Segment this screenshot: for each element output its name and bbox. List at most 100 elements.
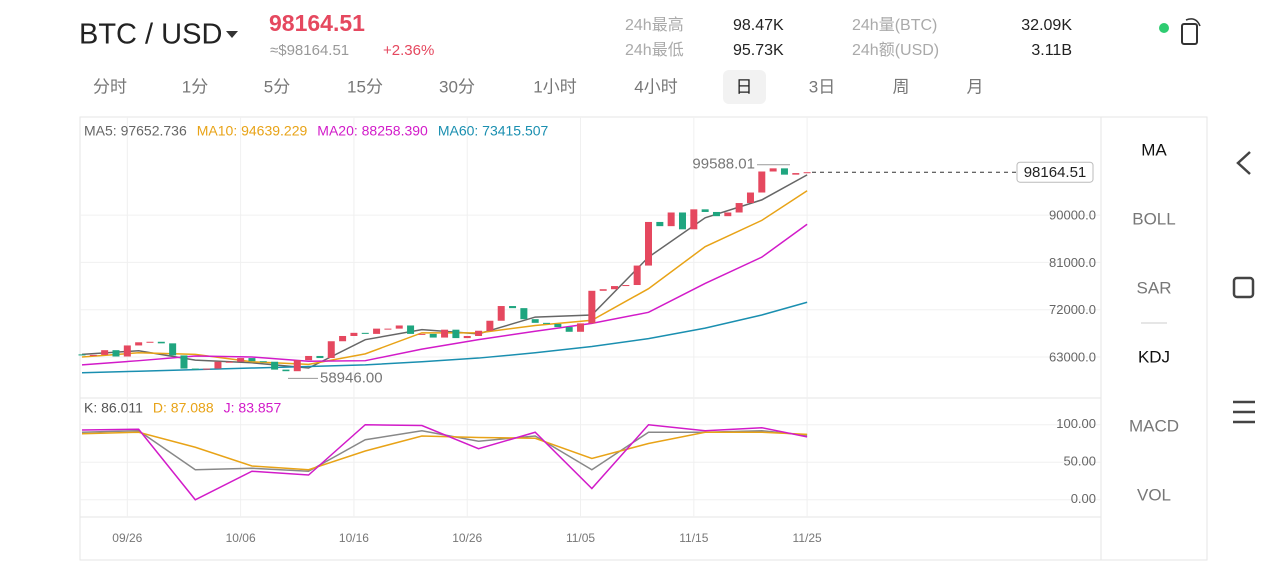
indicator-tab[interactable]: BOLL	[1132, 209, 1175, 228]
timeframe-tab[interactable]: 4小时	[634, 77, 677, 96]
last-price-tag	[1016, 161, 1094, 183]
candle	[531, 319, 539, 323]
low-label: 58946.00	[320, 369, 383, 386]
candle	[259, 361, 267, 363]
y-tick-label: 100.00	[1056, 416, 1096, 431]
candle	[565, 327, 573, 332]
candle	[339, 335, 347, 342]
candle	[157, 341, 165, 344]
indicator-tab[interactable]: MACD	[1129, 416, 1179, 435]
kdj-line	[81, 431, 808, 471]
candle	[577, 323, 585, 332]
timeframe-tab[interactable]: 3日	[809, 77, 835, 96]
candle	[554, 323, 562, 328]
legend-entry: MA5: 97652.736	[84, 123, 187, 139]
status-dot	[1159, 23, 1169, 33]
x-tick-label: 11/25	[793, 531, 822, 545]
x-tick-label: 10/16	[339, 531, 369, 545]
candle	[361, 332, 369, 334]
kdj-line	[81, 423, 808, 501]
candle	[622, 285, 630, 287]
candle	[180, 355, 188, 369]
timeframe-tab[interactable]: 日	[736, 77, 753, 96]
candle	[203, 368, 211, 370]
legend-entry: D: 87.088	[153, 400, 214, 416]
candle	[599, 289, 607, 291]
candle	[214, 361, 222, 369]
candle	[678, 212, 686, 230]
candle	[191, 368, 199, 370]
candle	[769, 168, 777, 172]
candle	[418, 333, 426, 335]
candle	[316, 355, 324, 359]
menu-button[interactable]	[1233, 400, 1255, 424]
y-tick-label: 72000.0	[1049, 302, 1096, 317]
candle	[497, 306, 505, 321]
y-tick-label: 81000.0	[1049, 255, 1096, 270]
candle	[135, 342, 143, 346]
candle	[633, 265, 641, 286]
candle	[735, 203, 743, 213]
high-label: 99588.01	[692, 156, 755, 173]
candle	[395, 325, 403, 329]
y-tick-label: 50.00	[1063, 454, 1096, 469]
candle	[452, 329, 460, 339]
timeframe-tab[interactable]: 1小时	[533, 77, 576, 96]
candle	[237, 358, 245, 362]
stat-value: 32.09K	[1021, 17, 1072, 34]
timeframe-tab[interactable]: 1分	[182, 77, 208, 96]
indicator-tab[interactable]: VOL	[1137, 485, 1171, 504]
timeframe-tab[interactable]: 5分	[264, 77, 290, 96]
timeframe-tab[interactable]: 分时	[93, 77, 127, 96]
candle	[724, 212, 732, 217]
candle	[407, 325, 415, 334]
candle	[350, 332, 358, 336]
dropdown-arrow[interactable]	[226, 31, 238, 38]
indicator-tab[interactable]: MA	[1141, 140, 1167, 159]
candle	[463, 335, 471, 339]
candle	[803, 172, 811, 174]
stat-value: 3.11B	[1031, 42, 1072, 59]
candle	[667, 212, 675, 227]
timeframe-tab[interactable]: 周	[893, 77, 910, 96]
legend-entry: MA20: 88258.390	[317, 123, 428, 139]
candle	[486, 320, 494, 331]
candle	[305, 355, 313, 361]
price: 98164.51	[269, 10, 365, 36]
indicator-tab[interactable]: KDJ	[1138, 347, 1170, 366]
legend-entry: MA10: 94639.229	[197, 123, 308, 139]
candle	[588, 290, 596, 324]
candle	[701, 209, 709, 212]
y-tick-label: 90000.0	[1049, 208, 1096, 223]
candle	[373, 328, 381, 334]
candle	[429, 333, 437, 338]
candle	[225, 361, 233, 363]
candle	[543, 322, 551, 324]
timeframe-tab[interactable]: 30分	[439, 77, 475, 96]
legend-entry: MA60: 73415.507	[438, 123, 549, 139]
candle	[758, 171, 766, 193]
timeframe-tab[interactable]: 15分	[347, 77, 383, 96]
candle	[282, 369, 290, 372]
stat-label: 24h最低	[625, 41, 684, 59]
candle	[475, 330, 483, 336]
candle	[746, 192, 754, 204]
candle	[509, 306, 517, 309]
candle	[645, 221, 652, 266]
candle	[780, 168, 788, 175]
candle	[146, 341, 154, 343]
candle	[520, 308, 528, 320]
candle	[123, 345, 131, 357]
stat-value: 95.73K	[733, 42, 784, 59]
timeframe-tab[interactable]: 月	[967, 77, 984, 96]
x-tick-label: 10/26	[452, 531, 482, 545]
pair[interactable]: BTC / USD	[79, 19, 222, 51]
rotate-icon[interactable]	[1181, 23, 1198, 45]
y-tick-label: 63000.0	[1049, 349, 1096, 364]
indicator-tab[interactable]: SAR	[1137, 278, 1172, 297]
home-button[interactable]	[1232, 276, 1255, 299]
back-button[interactable]	[1236, 151, 1251, 175]
chart-frame	[79, 116, 1208, 561]
